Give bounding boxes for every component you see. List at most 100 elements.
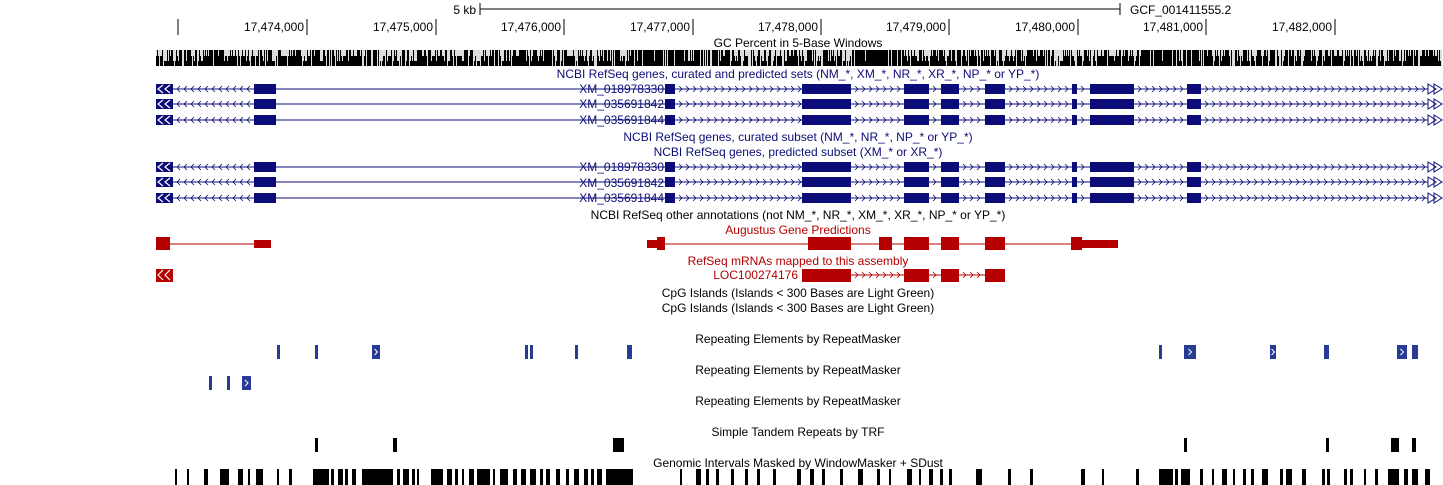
masked-interval[interactable] xyxy=(1136,469,1139,485)
masked-interval[interactable] xyxy=(1181,469,1190,485)
gene-model[interactable] xyxy=(156,237,1118,250)
gene-model[interactable] xyxy=(156,114,1443,126)
masked-interval[interactable] xyxy=(574,469,579,485)
masked-interval[interactable] xyxy=(976,469,982,485)
masked-interval[interactable] xyxy=(940,469,943,485)
repeat-element[interactable] xyxy=(277,345,280,359)
gene-model[interactable] xyxy=(156,192,1443,204)
masked-interval[interactable] xyxy=(773,469,776,485)
masked-interval[interactable] xyxy=(877,469,880,485)
masked-interval[interactable] xyxy=(919,469,921,485)
masked-interval[interactable] xyxy=(403,469,409,485)
masked-interval[interactable] xyxy=(277,469,279,485)
masked-interval[interactable] xyxy=(1425,469,1430,485)
cpg-islands-track[interactable]: CpG Islands (Islands < 300 Bases are Lig… xyxy=(662,301,934,315)
tandem-repeat[interactable] xyxy=(1391,438,1399,452)
masked-interval[interactable] xyxy=(731,469,734,485)
masked-interval[interactable] xyxy=(462,469,464,485)
masked-interval[interactable] xyxy=(1327,469,1330,485)
masked-interval[interactable] xyxy=(929,469,933,485)
masked-interval[interactable] xyxy=(204,469,208,485)
masked-interval[interactable] xyxy=(907,469,912,485)
masked-interval[interactable] xyxy=(716,469,719,485)
masked-interval[interactable] xyxy=(248,469,250,485)
refseq-mrna-gene-models[interactable] xyxy=(156,269,1005,282)
masked-interval[interactable] xyxy=(238,469,243,485)
masked-interval[interactable] xyxy=(696,469,701,485)
masked-interval[interactable] xyxy=(556,469,560,485)
masked-interval[interactable] xyxy=(397,469,400,485)
simple-repeats-track[interactable]: Simple Tandem Repeats by TRF xyxy=(315,425,1416,452)
masked-interval[interactable] xyxy=(1175,469,1178,485)
masked-interval[interactable] xyxy=(431,469,443,485)
masked-interval[interactable] xyxy=(530,469,536,485)
refseq-other-track[interactable]: NCBI RefSeq other annotations (not NM_*,… xyxy=(591,208,1006,222)
refseq-all-gene-models[interactable] xyxy=(156,83,1443,126)
masked-interval[interactable] xyxy=(220,469,229,485)
repeat-element[interactable] xyxy=(1412,345,1418,359)
repeat-elements[interactable] xyxy=(209,376,251,390)
masked-interval[interactable] xyxy=(331,469,334,485)
masked-interval[interactable] xyxy=(1350,469,1353,485)
tandem-repeat[interactable] xyxy=(1184,438,1187,452)
repeat-element[interactable] xyxy=(242,376,251,390)
tandem-repeat[interactable] xyxy=(1412,438,1416,452)
masked-interval[interactable] xyxy=(546,469,550,485)
masked-interval[interactable] xyxy=(338,469,343,485)
masked-interval[interactable] xyxy=(840,469,843,485)
masked-interval[interactable] xyxy=(447,469,452,485)
masked-interval[interactable] xyxy=(352,469,356,485)
transcript-label[interactable]: XM_035691842.1 xyxy=(579,176,674,190)
masked-interval[interactable] xyxy=(1008,469,1011,485)
gene-model[interactable] xyxy=(156,161,1443,173)
repeat-element[interactable] xyxy=(1397,345,1407,359)
tandem-repeat[interactable] xyxy=(613,438,624,452)
masked-interval[interactable] xyxy=(1412,469,1418,485)
masked-interval[interactable] xyxy=(289,469,292,485)
base-position-ruler[interactable]: 5 kb GCF_001411555.2 17,474,000 17,475,0… xyxy=(177,3,1336,35)
masked-interval[interactable] xyxy=(362,469,393,485)
masked-interval[interactable] xyxy=(1081,469,1085,485)
masked-interval[interactable] xyxy=(500,469,508,485)
repeat-element[interactable] xyxy=(209,376,212,390)
masked-interval[interactable] xyxy=(1212,469,1214,485)
masked-interval[interactable] xyxy=(412,469,415,485)
repeat-element[interactable] xyxy=(525,345,528,359)
transcript-label[interactable]: LOC100274176 xyxy=(713,268,798,282)
windowmasker-track[interactable]: Genomic Intervals Masked by WindowMasker… xyxy=(175,456,1430,485)
masked-interval[interactable] xyxy=(1233,469,1235,485)
masked-interval[interactable] xyxy=(889,469,891,485)
masked-interval[interactable] xyxy=(345,469,348,485)
masked-interval[interactable] xyxy=(1322,469,1325,485)
masked-interval[interactable] xyxy=(1030,469,1033,485)
masked-interval[interactable] xyxy=(1375,469,1378,485)
masked-interval[interactable] xyxy=(1222,469,1227,485)
repeat-element[interactable] xyxy=(315,345,318,359)
masked-interval[interactable] xyxy=(591,469,594,485)
masked-intervals[interactable] xyxy=(175,469,1430,485)
masked-interval[interactable] xyxy=(949,469,952,485)
masked-interval[interactable] xyxy=(1102,469,1104,485)
tandem-repeat[interactable] xyxy=(393,438,397,452)
augustus-track[interactable]: Augustus Gene Predictions xyxy=(156,223,1118,250)
tandem-repeat-features[interactable] xyxy=(315,438,1416,452)
repeat-element[interactable] xyxy=(530,345,533,359)
masked-interval[interactable] xyxy=(175,469,177,485)
refseq-curated-track[interactable]: NCBI RefSeq genes, curated subset (NM_*,… xyxy=(623,130,972,144)
augustus-gene-models[interactable] xyxy=(156,237,1118,250)
masked-interval[interactable] xyxy=(1344,469,1347,485)
masked-interval[interactable] xyxy=(1302,469,1306,485)
tandem-repeat[interactable] xyxy=(1326,438,1329,452)
masked-interval[interactable] xyxy=(1280,469,1283,485)
gene-model[interactable] xyxy=(156,98,1443,110)
repeat-element[interactable] xyxy=(1324,345,1329,359)
masked-interval[interactable] xyxy=(745,469,748,485)
gene-model[interactable] xyxy=(156,269,1005,282)
masked-interval[interactable] xyxy=(858,469,863,485)
masked-interval[interactable] xyxy=(313,469,329,485)
masked-interval[interactable] xyxy=(680,469,682,485)
refseq-mrna-track[interactable]: RefSeq mRNAs mapped to this assembly LOC… xyxy=(156,254,1005,282)
gene-model[interactable] xyxy=(156,83,1443,95)
